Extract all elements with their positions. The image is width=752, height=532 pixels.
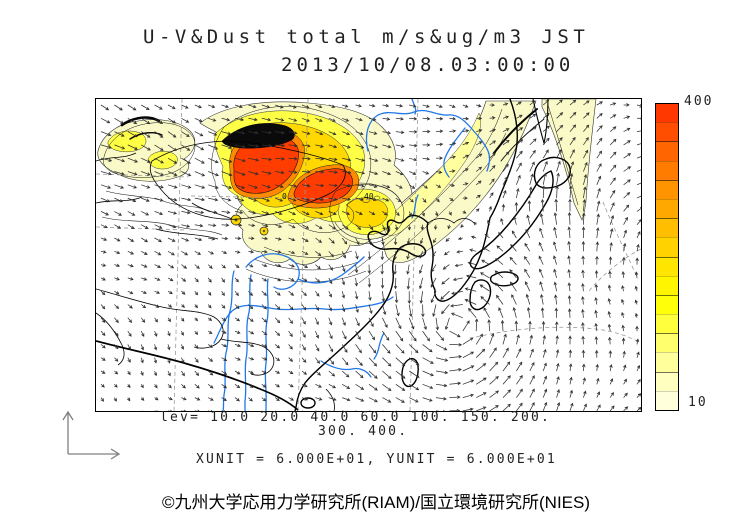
colorbar-cell [656, 294, 678, 315]
colorbar-cell [656, 160, 678, 180]
colorbar [655, 103, 679, 411]
colorbar-cell [656, 275, 678, 295]
wind-arrows-path [100, 99, 641, 411]
colorbar-cell [656, 122, 678, 142]
colorbar-cell [656, 141, 678, 161]
colorbar-cell [656, 198, 678, 219]
colorbar-cell [656, 352, 678, 372]
map-panel: 40 0 0 [95, 98, 642, 412]
contour-label: 40 [364, 192, 374, 201]
unit-info: XUNIT = 6.000E+01, YUNIT = 6.000E+01 [196, 452, 557, 467]
x-axis-arrow [68, 448, 121, 460]
coastline-layer [294, 99, 571, 411]
plot-datetime: 2013/10/08.03:00:00 [281, 54, 575, 76]
colorbar-cell [656, 179, 678, 199]
contour-levels-line1: lev= 10.0 20.0 40.0 60.0 100. 150. 200. [160, 410, 552, 425]
colorbar-cell [656, 314, 678, 334]
plot-title: U-V&Dust total m/s&ug/m3 JST [143, 26, 590, 48]
colorbar-cell [656, 256, 678, 276]
colorbar-cell [656, 390, 678, 410]
contour-lines-layer [101, 104, 579, 284]
colorbar-cell [656, 218, 678, 238]
contour-label: 0 [282, 192, 287, 201]
thick-contour-marks [120, 108, 545, 162]
y-axis-arrow [62, 410, 74, 454]
contour-value-labels: 40 0 0 [282, 192, 391, 234]
dust-map-canvas: 40 0 0 [96, 99, 641, 411]
colorbar-cell [656, 333, 678, 353]
copyright: ©九州大学応用力学研究所(RIAM)/国立環境研究所(NIES) [161, 493, 591, 512]
border-layer [96, 140, 475, 411]
colorbar-cell [656, 237, 678, 257]
axis-orientation-arrows [62, 410, 121, 460]
colorbar-min-label: 10 [688, 395, 708, 410]
contour-label: 0 [386, 225, 391, 234]
contour-levels-line2: 300. 400. [318, 424, 409, 439]
wind-vector-field [100, 99, 641, 411]
colorbar-cell [656, 371, 678, 391]
colorbar-cell [656, 104, 678, 123]
colorbar-max-label: 400 [684, 94, 714, 109]
river-layer [213, 99, 491, 411]
